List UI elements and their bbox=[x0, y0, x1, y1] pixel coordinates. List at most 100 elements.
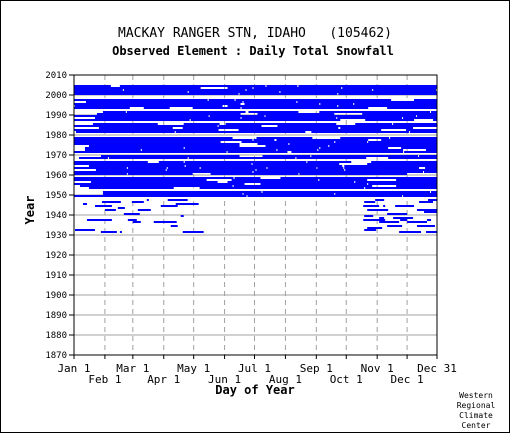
x-tick-label: Apr 1 bbox=[147, 373, 180, 386]
snowfall-segment bbox=[253, 139, 275, 141]
snowfall-segment bbox=[74, 177, 234, 179]
snowfall-segment bbox=[252, 163, 340, 165]
snowfall-segment bbox=[319, 179, 368, 181]
snowfall-segment bbox=[100, 231, 117, 233]
snowfall-segment bbox=[119, 231, 122, 233]
snowfall-segment bbox=[396, 179, 437, 181]
snowfall-segment bbox=[387, 107, 437, 109]
snowfall-segment bbox=[183, 123, 220, 125]
snowfall-segment bbox=[160, 221, 177, 223]
snowfall-segment bbox=[141, 149, 277, 151]
y-tick-label: 1960 bbox=[45, 171, 67, 181]
snowfall-segment bbox=[371, 161, 437, 163]
snowfall-segment bbox=[184, 147, 320, 149]
snowfall-segment bbox=[146, 199, 149, 201]
credit-line: Center bbox=[462, 421, 491, 430]
snowfall-segment bbox=[267, 167, 317, 169]
snowfall-segment bbox=[417, 209, 437, 211]
snowfall-segment bbox=[184, 161, 307, 163]
snowfall-segment bbox=[160, 205, 178, 207]
y-tick-label: 1900 bbox=[45, 291, 67, 301]
snowfall-segment bbox=[354, 103, 437, 105]
snowfall-segment bbox=[318, 149, 404, 151]
snowfall-segment bbox=[404, 205, 408, 207]
snowfall-segment bbox=[298, 85, 437, 87]
snowfall-segment bbox=[262, 155, 311, 157]
snowfall-segment bbox=[393, 123, 437, 125]
snowfall-segment bbox=[403, 117, 437, 119]
x-tick-label: Sep 1 bbox=[300, 362, 333, 375]
snowfall-segment bbox=[399, 231, 418, 233]
snowfall-segment bbox=[137, 209, 151, 211]
y-tick-label: 1940 bbox=[45, 211, 67, 221]
snowfall-segment bbox=[74, 129, 219, 131]
snowfall-segment bbox=[88, 187, 174, 189]
snowfall-segment bbox=[368, 141, 437, 143]
chart-title: MACKAY RANGER STN, IDAHO (105462) bbox=[118, 26, 392, 41]
snowfall-segment bbox=[355, 123, 393, 125]
snowfall-segment bbox=[257, 113, 335, 115]
x-tick-label: Dec 1 bbox=[391, 373, 424, 386]
snowfall-segment bbox=[355, 181, 437, 183]
snowfall-segment bbox=[280, 177, 437, 179]
snowfall-segment bbox=[102, 191, 262, 193]
snowfall-segment bbox=[364, 201, 376, 203]
y-tick-label: 1890 bbox=[45, 311, 67, 321]
snowfall-segment bbox=[431, 111, 437, 113]
snowfall-segment bbox=[175, 131, 306, 133]
snowfall-segment bbox=[340, 137, 390, 139]
snowfall-region-sparse bbox=[74, 199, 437, 233]
y-axis-label: Year bbox=[23, 196, 37, 225]
snowfall-segment bbox=[430, 199, 437, 201]
y-tick-label: 1970 bbox=[45, 151, 67, 161]
snowfall-segment bbox=[299, 173, 408, 175]
snowfall-segment bbox=[414, 99, 437, 101]
snowfall-segment bbox=[403, 195, 437, 197]
snowfall-segment bbox=[153, 221, 164, 223]
snowfall-segment bbox=[74, 85, 111, 87]
snowfall-segment bbox=[88, 165, 185, 167]
snowfall-segment bbox=[363, 219, 386, 221]
snowfall-segment bbox=[166, 169, 256, 171]
snowfall-segment bbox=[426, 231, 437, 233]
snowfall-segment bbox=[74, 163, 252, 165]
snowfall-segment bbox=[74, 119, 190, 121]
snowfall-segment bbox=[365, 119, 415, 121]
snowfall-segment bbox=[367, 163, 437, 165]
snowfall-segment bbox=[248, 111, 299, 113]
snowfall-segment bbox=[243, 101, 297, 103]
chart-subtitle: Observed Element : Daily Total Snowfall bbox=[112, 44, 394, 58]
credit-line: Regional bbox=[457, 401, 496, 410]
snowfall-segment bbox=[262, 191, 431, 193]
snowfall-segment bbox=[253, 87, 342, 89]
snowfall-segment bbox=[387, 213, 396, 215]
snowfall-segment bbox=[277, 125, 437, 127]
snowfall-segment bbox=[188, 157, 296, 159]
credit-block: Western Regional Climate Center bbox=[457, 391, 496, 430]
snowfall-segment bbox=[338, 93, 437, 95]
snowfall-segment bbox=[362, 113, 437, 115]
snowfall-segment bbox=[74, 91, 188, 93]
snowfall-segment bbox=[104, 209, 116, 211]
snowfall-segment bbox=[100, 155, 240, 157]
x-tick-label: Jan 1 bbox=[57, 362, 90, 375]
credit-line: Climate bbox=[459, 411, 493, 420]
snowfall-segment bbox=[74, 229, 95, 231]
snowfall-segment bbox=[311, 155, 419, 157]
snowfall-segment bbox=[185, 165, 343, 167]
snowfall-segment bbox=[86, 219, 90, 221]
snowfall-segment bbox=[188, 91, 280, 93]
snowfall-segment bbox=[246, 89, 373, 91]
snowfall-segment bbox=[241, 141, 335, 143]
snowfall-segment bbox=[277, 149, 318, 151]
snowfall-segment bbox=[182, 127, 339, 129]
snowfall-segment bbox=[74, 107, 130, 109]
snowfall-segment bbox=[94, 205, 112, 207]
snowfall-segment bbox=[126, 111, 246, 113]
snowfall-segment bbox=[233, 185, 373, 187]
y-tick-label: 2000 bbox=[45, 91, 67, 101]
snowfall-segment bbox=[363, 205, 380, 207]
snowfall-segment bbox=[319, 111, 431, 113]
snowfall-segment bbox=[105, 201, 118, 203]
